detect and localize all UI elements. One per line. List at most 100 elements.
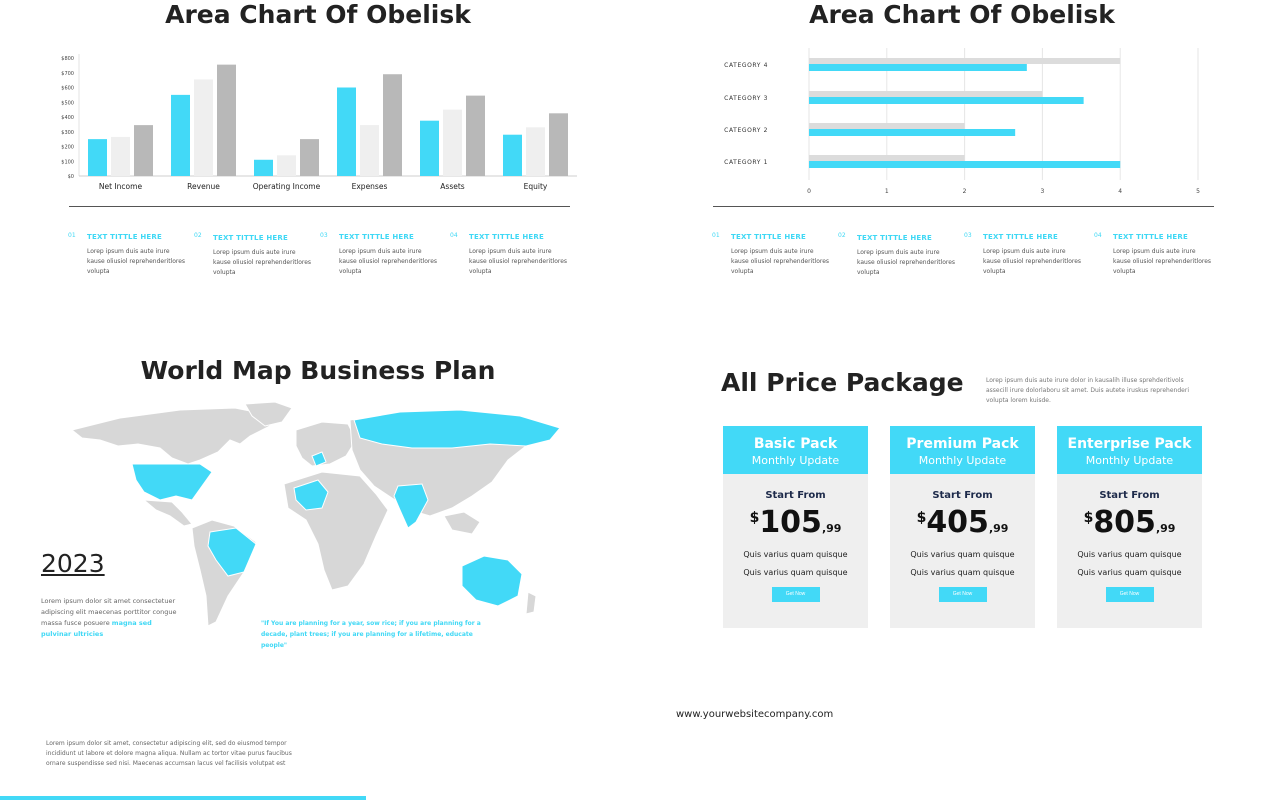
india-shape	[393, 483, 429, 529]
bar	[526, 127, 545, 176]
slide2-divider	[713, 206, 1214, 207]
price-amount: $105,99	[723, 505, 868, 540]
item-title: TEXT TITTLE HERE	[213, 234, 288, 242]
price-card-header: Enterprise Pack Monthly Update	[1057, 426, 1202, 474]
bar	[134, 125, 153, 176]
item-title: TEXT TITTLE HERE	[87, 233, 162, 241]
europe-highlight-shape	[311, 451, 327, 467]
bar	[254, 159, 273, 176]
bar-chart-horizontal: 0 1 2 3 4 5 CATEGORY 1 CATEGORY 2 CATEGORY 3 CATE…	[724, 48, 1200, 195]
y-tick-label: CATEGORY 3	[724, 95, 768, 102]
item-number: 01	[68, 232, 76, 239]
x-tick-label: Net Income	[99, 182, 143, 191]
package-subtitle: Monthly Update	[1085, 454, 1174, 467]
bar	[194, 79, 213, 176]
y-tick-label: $700	[61, 71, 74, 77]
bar	[171, 94, 190, 176]
y-tick-label: $200	[61, 145, 74, 151]
website-url[interactable]: www.yourwebsitecompany.com	[676, 709, 834, 720]
get-now-button[interactable]: Get Now	[771, 587, 820, 602]
bar-chart-vertical: $0 $100 $200 $300 $400 $500 $600 $700 $800 Net In…	[61, 54, 577, 191]
new-zealand-shape	[525, 591, 537, 615]
body-text: Lorem ipsum dolor sit amet consectetuer …	[41, 597, 177, 627]
item-number: 03	[964, 232, 972, 239]
quote-text: "If You are planning for a year, sow ric…	[261, 620, 481, 649]
bar	[549, 113, 568, 176]
feature-item: Quis varius quam quisque	[910, 550, 1015, 559]
slide4-title: All Price Package	[721, 368, 964, 397]
price-cents: ,99	[821, 522, 842, 535]
bar	[217, 64, 236, 176]
price-value: 405	[926, 505, 989, 540]
accent-bar	[0, 796, 366, 800]
bar	[300, 139, 319, 176]
x-tick-label: Operating Income	[253, 182, 321, 191]
russia-shape	[353, 409, 561, 449]
bar	[809, 64, 1027, 71]
get-now-button[interactable]: Get Now	[938, 587, 987, 602]
price-value: 805	[1093, 505, 1156, 540]
item-text: Lorep ipsum duis aute irure kause oliusi…	[1113, 248, 1212, 275]
slide1-divider	[69, 206, 570, 207]
x-tick-label: Assets	[440, 182, 465, 191]
item-number: 02	[838, 232, 846, 239]
y-tick-label: $600	[61, 86, 74, 92]
item-text: Lorep ipsum duis aute irure kause oliusi…	[983, 248, 1082, 275]
bar	[809, 123, 965, 129]
price-amount: $805,99	[1057, 505, 1202, 540]
item-text: Lorep ipsum duis aute irure kause oliusi…	[339, 248, 438, 275]
item-text: Lorep ipsum duis aute irure kause oliusi…	[731, 248, 830, 275]
start-from-label: Start From	[765, 490, 826, 501]
slide3-body: Lorem ipsum dolor sit amet consectetuer …	[41, 596, 181, 640]
bar	[809, 58, 1121, 64]
price-cents: ,99	[988, 522, 1009, 535]
x-tick-label: 0	[807, 188, 811, 195]
price-card-enterprise: Enterprise Pack Monthly Update Start Fro…	[1057, 426, 1202, 628]
footer-text: Lorem ipsum dolor sit amet, consectetur …	[46, 740, 292, 767]
feature-item: Quis varius quam quisque	[910, 568, 1015, 577]
europe-shape	[295, 421, 357, 467]
package-name: Enterprise Pack	[1067, 436, 1192, 452]
bar	[337, 87, 356, 176]
feature-item: Quis varius quam quisque	[743, 568, 848, 577]
item-title: TEXT TITTLE HERE	[1113, 233, 1188, 241]
x-tick-label: Equity	[524, 182, 548, 191]
y-tick-label: CATEGORY 1	[724, 159, 768, 166]
package-subtitle: Monthly Update	[918, 454, 1007, 467]
item-number: 03	[320, 232, 328, 239]
bar	[420, 120, 439, 176]
item-title: TEXT TITTLE HERE	[339, 233, 414, 241]
vertical-chart-group: $0 $100 $200 $300 $400 $500 $600 $700 $800 Net In…	[61, 54, 577, 191]
y-tick-label: $300	[61, 130, 74, 136]
x-tick-label: Expenses	[352, 182, 388, 191]
world-map	[70, 401, 561, 627]
slide1-items: 01 TEXT TITTLE HERE Lorep ipsum duis aut…	[66, 232, 586, 282]
price-card-header: Basic Pack Monthly Update	[723, 426, 868, 474]
item-title: TEXT TITTLE HERE	[857, 234, 932, 242]
package-name: Premium Pack	[906, 436, 1019, 452]
price-card-premium: Premium Pack Monthly Update Start From $…	[890, 426, 1035, 628]
bar	[443, 109, 462, 176]
slide1-title: Area Chart Of Obelisk	[165, 0, 471, 29]
y-tick-label: $400	[61, 115, 74, 121]
slide2-items: 01 TEXT TITTLE HERE Lorep ipsum duis aut…	[710, 232, 1230, 282]
y-tick-label: $800	[61, 56, 74, 62]
bar	[88, 139, 107, 176]
x-tick-label: 3	[1040, 188, 1044, 195]
item-number: 04	[1094, 232, 1102, 239]
start-from-label: Start From	[932, 490, 993, 501]
package-subtitle: Monthly Update	[751, 454, 840, 467]
get-now-button[interactable]: Get Now	[1105, 587, 1154, 602]
bar	[809, 91, 1043, 97]
y-tick-label: $500	[61, 100, 74, 106]
price-cents: ,99	[1155, 522, 1176, 535]
currency-symbol: $	[1083, 510, 1094, 526]
slide3-title: World Map Business Plan	[140, 356, 496, 385]
greenland-shape	[244, 401, 293, 427]
feature-item: Quis varius quam quisque	[1077, 550, 1182, 559]
slide4-description: Lorep ipsum duis aute irure dolor in kau…	[986, 377, 1189, 404]
southeast-asia-shape	[443, 511, 481, 535]
brazil-shape	[207, 527, 257, 577]
price-card-header: Premium Pack Monthly Update	[890, 426, 1035, 474]
item-text: Lorep ipsum duis aute irure kause oliusi…	[857, 249, 956, 276]
